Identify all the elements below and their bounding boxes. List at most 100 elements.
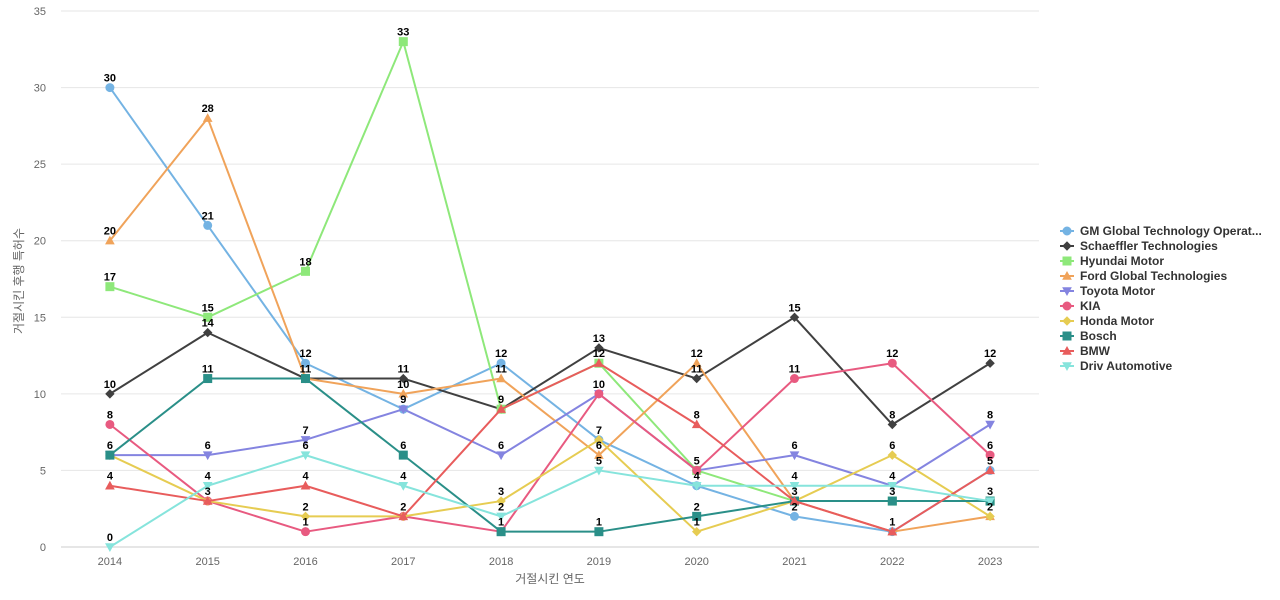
data-label: 13 — [593, 333, 605, 345]
y-tick-label: 20 — [34, 236, 46, 248]
data-label: 33 — [397, 27, 409, 39]
data-label: 2 — [694, 501, 700, 513]
data-point — [398, 405, 409, 415]
data-label: 14 — [202, 318, 215, 330]
data-label: 1 — [498, 517, 504, 529]
data-point — [398, 450, 408, 460]
data-point — [594, 435, 604, 445]
legend-item[interactable]: KIA — [1060, 299, 1101, 313]
data-point — [789, 496, 800, 505]
data-point — [691, 419, 702, 429]
data-label: 9 — [498, 394, 504, 406]
data-point — [398, 373, 409, 384]
data-point — [985, 511, 995, 522]
data-point — [985, 465, 995, 475]
data-label: 8 — [694, 409, 700, 421]
legend-item[interactable]: Hyundai Motor — [1060, 254, 1164, 268]
data-label: 11 — [789, 364, 801, 376]
y-tick-label: 5 — [40, 465, 46, 477]
y-tick-label: 10 — [34, 389, 46, 401]
data-point — [203, 312, 213, 322]
x-tick-label: 2019 — [587, 556, 611, 568]
data-point — [790, 511, 799, 521]
series — [105, 83, 995, 537]
data-label: 12 — [984, 348, 996, 360]
data-label: 2 — [791, 501, 797, 513]
data-point — [202, 113, 213, 122]
series-line — [109, 438, 991, 533]
data-label: 2 — [400, 501, 406, 513]
legend-label: GM Global Technology Operat... — [1080, 224, 1262, 238]
data-point — [887, 419, 898, 430]
legend-item[interactable]: Schaeffler Technologies — [1060, 239, 1218, 253]
data-label: 7 — [302, 425, 308, 437]
series-line — [109, 454, 991, 548]
data-label: 9 — [400, 394, 406, 406]
legend-marker — [1062, 362, 1072, 372]
legend-item[interactable]: Driv Automotive — [1060, 359, 1173, 373]
data-point — [301, 374, 310, 384]
data-label: 3 — [791, 486, 797, 498]
legend-label: Bosch — [1080, 329, 1117, 343]
x-tick-label: 2014 — [98, 556, 122, 568]
data-point — [496, 527, 506, 537]
data-label: 2 — [302, 501, 308, 513]
data-point — [105, 389, 115, 399]
legend-marker — [1062, 256, 1072, 266]
data-point — [887, 482, 898, 491]
data-point — [496, 404, 506, 413]
data-label: 3 — [889, 486, 895, 498]
legend-label: Toyota Motor — [1080, 284, 1155, 298]
data-point — [496, 358, 506, 368]
data-label: 12 — [886, 348, 898, 360]
data-point — [887, 358, 897, 368]
legend-item[interactable]: BMW — [1060, 344, 1111, 358]
data-labels: 3020171086402821151411643181211764213311… — [104, 27, 996, 544]
x-tick-label: 2022 — [880, 556, 904, 568]
data-label: 4 — [889, 471, 896, 483]
data-label: 6 — [302, 440, 308, 452]
series-lines — [105, 37, 995, 553]
y-tick-label: 0 — [40, 542, 46, 554]
data-point — [594, 389, 604, 399]
series-line — [109, 316, 991, 426]
data-point — [594, 358, 604, 367]
data-label: 21 — [202, 210, 214, 222]
series-line — [109, 362, 991, 533]
y-tick-label: 35 — [34, 6, 46, 18]
legend[interactable]: GM Global Technology Operat...Schaeffler… — [1060, 224, 1262, 373]
data-point — [202, 451, 213, 461]
data-label: 30 — [104, 73, 116, 85]
data-label: 8 — [107, 409, 113, 421]
data-point — [691, 358, 702, 367]
data-point — [985, 450, 995, 460]
legend-marker — [1062, 301, 1072, 311]
legend-label: KIA — [1080, 299, 1101, 313]
data-label: 1 — [889, 517, 895, 529]
data-label: 1 — [302, 517, 308, 529]
legend-item[interactable]: GM Global Technology Operat... — [1060, 224, 1262, 238]
legend-label: Schaeffler Technologies — [1080, 239, 1218, 253]
legend-item[interactable]: Ford Global Technologies — [1060, 269, 1227, 283]
legend-marker — [1062, 270, 1072, 280]
data-label: 3 — [987, 486, 993, 498]
data-label: 11 — [202, 364, 214, 376]
legend-marker — [1062, 241, 1072, 251]
legend-item[interactable]: Honda Motor — [1060, 314, 1154, 328]
data-point — [691, 482, 702, 491]
data-label: 6 — [987, 440, 993, 452]
data-label: 11 — [300, 364, 312, 376]
y-tick-label: 15 — [34, 312, 46, 324]
legend-label: BMW — [1080, 344, 1111, 358]
data-label: 3 — [498, 486, 504, 498]
data-point — [496, 373, 506, 383]
series — [105, 312, 995, 430]
x-tick-label: 2018 — [489, 556, 513, 568]
data-point — [203, 220, 213, 230]
x-tick-label: 2020 — [684, 556, 708, 568]
legend-marker — [1062, 331, 1072, 341]
data-point — [398, 388, 409, 398]
data-label: 6 — [107, 440, 113, 452]
legend-item[interactable]: Bosch — [1060, 329, 1117, 343]
legend-item[interactable]: Toyota Motor — [1060, 284, 1155, 298]
